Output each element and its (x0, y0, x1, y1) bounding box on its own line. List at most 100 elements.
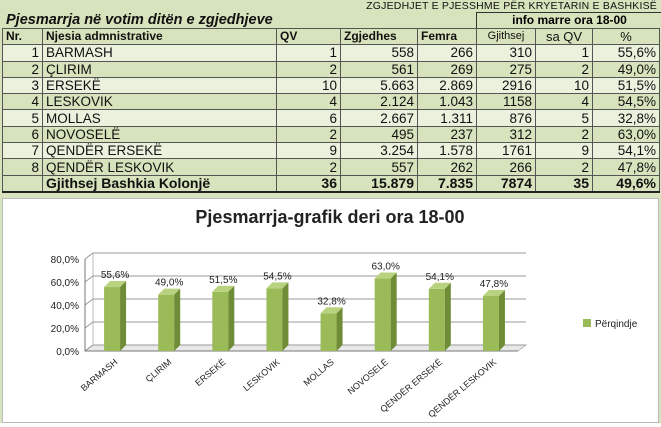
table-total-row: Gjithsej Bashkia Kolonjë 36 15.879 7.835 787… (2, 174, 660, 193)
table-cell: 54,5% (592, 93, 660, 111)
table-cell: 10 (276, 76, 341, 95)
bar-side (174, 288, 181, 351)
bar-top (428, 282, 451, 289)
table-cell: 266 (417, 44, 477, 62)
table-cell: 269 (417, 60, 477, 78)
table-row: 8 QENDËR LESKOVIK 2 557 262 266 2 47,8% (2, 158, 660, 176)
bar-chart: Pjesmarrja-grafik deri ora 18-00 0,0% 20,0… (51, 207, 638, 420)
col-header: QV (276, 27, 341, 46)
table-cell: 4 (2, 93, 43, 111)
x-tick-label: ERSEKË (193, 357, 227, 388)
bar (374, 278, 391, 351)
table-cell: 51,5% (592, 76, 660, 95)
table-row: 7 QENDËR ERSEKË 9 3.254 1.578 1761 9 54,1% (2, 142, 660, 160)
bar-side (336, 307, 343, 351)
table-cell: 275 (476, 60, 536, 78)
turnout-table: Nr. Njesia admnistrative QV Zgjedhes Fem… (2, 27, 660, 193)
y-tick-label: 40,0% (51, 301, 79, 312)
gridline-diag (84, 275, 94, 283)
data-label: 47,8% (480, 279, 508, 290)
bar-top (212, 285, 235, 292)
table-cell: ÇLIRIM (42, 60, 277, 78)
bar-side (282, 282, 289, 351)
sheet-title: Pjesmarrja në votim ditën e zgjedhjeve (6, 12, 273, 28)
chart-title: Pjesmarrja-grafik deri ora 18-00 (195, 207, 464, 227)
title-row: Pjesmarrja në votim ditën e zgjedhjeve i… (2, 12, 661, 28)
data-label: 32,8% (317, 296, 345, 307)
table-cell: 876 (476, 109, 536, 127)
table-cell: LESKOVIK (42, 93, 277, 111)
table-cell: 2916 (476, 76, 536, 95)
table-cell: 2 (276, 125, 341, 144)
table-row: 4 LESKOVIK 4 2.124 1.043 1158 4 54,5% (2, 93, 660, 111)
col-header: Njesia admnistrative (42, 27, 277, 46)
bar-side (120, 281, 127, 351)
table-cell: QENDËR ERSEKË (42, 142, 277, 160)
bar-top (158, 288, 181, 295)
y-tick-label: 0,0% (56, 347, 79, 358)
table-cell: 55,6% (592, 44, 660, 62)
table-cell: 1.578 (417, 142, 477, 160)
top-caption-row: ZGJEDHJET E PJESSHME PËR KRYETARIN E BAS… (0, 0, 661, 14)
table-cell: 2 (276, 158, 341, 176)
table-cell: Gjithsej Bashkia Kolonjë (42, 174, 277, 193)
table-cell: 36 (276, 174, 341, 193)
bar (212, 291, 229, 351)
table-cell: 4 (535, 93, 593, 111)
data-label: 54,5% (263, 271, 291, 282)
bar-side (444, 282, 451, 351)
info-box: info marre ora 18-00 (476, 12, 661, 28)
table-cell: MOLLAS (42, 109, 277, 127)
table-cell: 1.043 (417, 93, 477, 111)
col-header: % (592, 27, 660, 46)
table-cell: 49,6% (592, 174, 660, 193)
table-cell: 63,0% (592, 125, 660, 144)
table-cell: 1.311 (417, 109, 477, 127)
table-cell: ERSEKË (42, 76, 277, 95)
table-cell: 1 (276, 44, 341, 62)
chart-floor (83, 344, 528, 352)
x-tick-label: BARMASH (79, 357, 120, 393)
gridline-diag (84, 321, 94, 329)
table-cell: 495 (340, 125, 418, 144)
table-cell: 3.254 (340, 142, 418, 160)
table-row: 2 ÇLIRIM 2 561 269 275 2 49,0% (2, 60, 660, 78)
bar-top (374, 272, 397, 279)
bar-top (104, 281, 127, 288)
data-label: 54,1% (426, 272, 454, 283)
gridline-diag (84, 252, 94, 260)
bar-top (482, 290, 505, 297)
table-cell: 49,0% (592, 60, 660, 78)
top-caption: ZGJEDHJET E PJESSHME PËR KRYETARIN E BAS… (366, 0, 657, 12)
table-cell: 10 (535, 76, 593, 95)
col-header: Femra (417, 27, 477, 46)
table-cell: 9 (535, 142, 593, 160)
table-row: 5 MOLLAS 6 2.667 1.311 876 5 32,8% (2, 109, 660, 127)
table-cell: 312 (476, 125, 536, 144)
table-cell: 262 (417, 158, 477, 176)
table-cell: 558 (340, 44, 418, 62)
table-cell (2, 174, 43, 193)
bar (320, 313, 337, 351)
col-header: Zgjedhes (340, 27, 418, 46)
table-row: 3 ERSEKË 10 5.663 2.869 2916 10 51,5% (2, 76, 660, 95)
table-cell: 6 (276, 109, 341, 127)
y-tick-label: 80,0% (51, 255, 79, 266)
x-tick-label: ÇLIRIM (144, 357, 174, 384)
bar (104, 287, 121, 351)
bar (482, 296, 499, 351)
table-cell: 2.667 (340, 109, 418, 127)
chart-panel: Pjesmarrja-grafik deri ora 18-00 0,0% 20,0… (2, 198, 659, 423)
gridline-diag (84, 298, 94, 306)
table-cell: 2.124 (340, 93, 418, 111)
table-cell: 2 (535, 158, 593, 176)
table-cell: 9 (276, 142, 341, 160)
table-cell: 7874 (476, 174, 536, 193)
table-header-row: Nr. Njesia admnistrative QV Zgjedhes Fem… (2, 27, 660, 46)
table-cell: 1 (2, 44, 43, 62)
table-cell: 2 (535, 125, 593, 144)
table-cell: 5.663 (340, 76, 418, 95)
legend-swatch (583, 319, 591, 327)
table-cell: 237 (417, 125, 477, 144)
